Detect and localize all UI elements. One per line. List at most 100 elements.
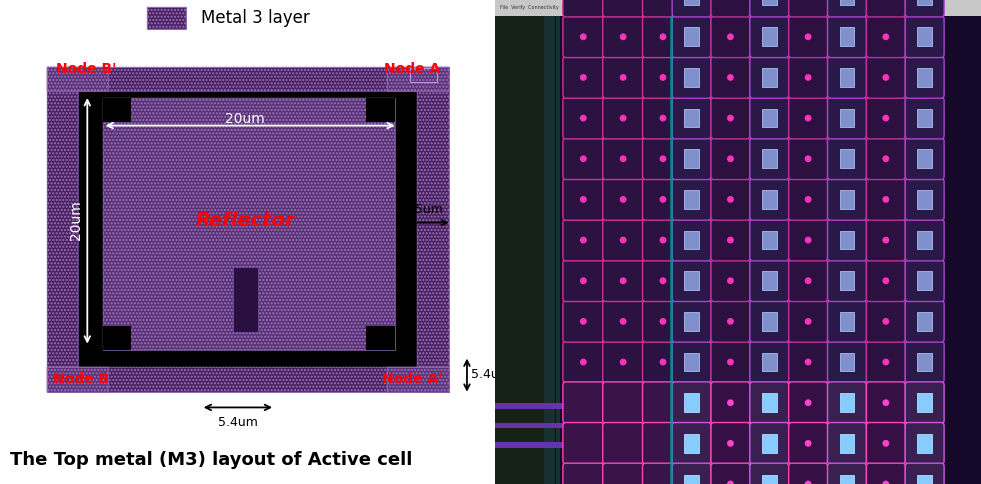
Bar <box>103 326 131 349</box>
FancyBboxPatch shape <box>749 301 789 342</box>
Bar <box>47 67 108 91</box>
Bar <box>47 367 449 392</box>
FancyBboxPatch shape <box>672 16 711 58</box>
Bar <box>103 98 394 349</box>
Circle shape <box>727 318 734 325</box>
Bar <box>387 367 449 392</box>
FancyBboxPatch shape <box>866 260 905 302</box>
Bar <box>768 16 771 484</box>
Bar <box>47 67 78 392</box>
FancyBboxPatch shape <box>866 341 905 383</box>
Bar <box>762 393 777 412</box>
FancyBboxPatch shape <box>672 97 711 139</box>
Bar <box>417 67 449 392</box>
FancyBboxPatch shape <box>789 179 828 220</box>
Bar <box>47 367 108 392</box>
Bar <box>685 68 698 87</box>
Text: The Top metal (M3) layout of Active cell: The Top metal (M3) layout of Active cell <box>10 451 412 469</box>
Bar <box>47 67 449 91</box>
Circle shape <box>804 115 811 121</box>
Circle shape <box>620 33 627 40</box>
Circle shape <box>659 74 666 81</box>
FancyBboxPatch shape <box>789 382 828 424</box>
FancyBboxPatch shape <box>711 423 749 464</box>
FancyBboxPatch shape <box>711 0 749 17</box>
Text: Node B': Node B' <box>56 62 116 76</box>
FancyBboxPatch shape <box>602 219 644 261</box>
Bar <box>840 190 854 209</box>
Circle shape <box>659 115 666 121</box>
FancyBboxPatch shape <box>602 463 644 484</box>
FancyBboxPatch shape <box>672 341 711 383</box>
Bar <box>495 16 544 484</box>
FancyBboxPatch shape <box>905 138 944 180</box>
FancyBboxPatch shape <box>711 341 749 383</box>
Bar <box>917 0 932 5</box>
FancyBboxPatch shape <box>672 179 711 220</box>
Bar <box>233 267 258 332</box>
FancyBboxPatch shape <box>789 138 828 180</box>
Bar <box>367 98 395 121</box>
Circle shape <box>883 440 889 447</box>
Circle shape <box>659 359 666 365</box>
Circle shape <box>804 74 811 81</box>
Circle shape <box>727 481 734 484</box>
Bar <box>670 16 673 484</box>
Bar <box>147 7 186 29</box>
Bar <box>917 190 932 209</box>
FancyBboxPatch shape <box>905 57 944 98</box>
Circle shape <box>883 74 889 81</box>
Circle shape <box>580 155 587 162</box>
FancyBboxPatch shape <box>789 301 828 342</box>
Bar <box>840 68 854 87</box>
FancyBboxPatch shape <box>602 138 644 180</box>
Circle shape <box>727 237 734 243</box>
FancyBboxPatch shape <box>602 16 644 58</box>
Bar <box>762 0 777 5</box>
FancyBboxPatch shape <box>905 463 944 484</box>
FancyBboxPatch shape <box>828 57 866 98</box>
FancyBboxPatch shape <box>672 463 711 484</box>
FancyBboxPatch shape <box>905 260 944 302</box>
FancyBboxPatch shape <box>672 382 711 424</box>
Circle shape <box>883 196 889 203</box>
Circle shape <box>620 115 627 121</box>
Circle shape <box>727 440 734 447</box>
Circle shape <box>620 277 627 284</box>
Circle shape <box>883 399 889 406</box>
Circle shape <box>727 196 734 203</box>
Circle shape <box>804 481 811 484</box>
FancyBboxPatch shape <box>672 301 711 342</box>
Circle shape <box>804 155 811 162</box>
Bar <box>762 231 777 249</box>
FancyBboxPatch shape <box>672 423 711 464</box>
Bar <box>762 312 777 331</box>
Bar <box>387 367 449 392</box>
Bar <box>495 442 563 448</box>
Circle shape <box>620 237 627 243</box>
Bar <box>917 150 932 168</box>
FancyBboxPatch shape <box>866 97 905 139</box>
FancyBboxPatch shape <box>749 16 789 58</box>
Circle shape <box>804 318 811 325</box>
FancyBboxPatch shape <box>905 16 944 58</box>
FancyBboxPatch shape <box>563 57 603 98</box>
Circle shape <box>580 359 587 365</box>
Circle shape <box>883 33 889 40</box>
FancyBboxPatch shape <box>866 16 905 58</box>
Bar <box>685 150 698 168</box>
FancyBboxPatch shape <box>711 260 749 302</box>
FancyBboxPatch shape <box>828 260 866 302</box>
Bar <box>685 272 698 290</box>
Bar <box>923 16 926 484</box>
FancyBboxPatch shape <box>643 219 684 261</box>
Bar <box>47 67 108 91</box>
FancyBboxPatch shape <box>905 219 944 261</box>
FancyBboxPatch shape <box>563 341 603 383</box>
FancyBboxPatch shape <box>563 301 603 342</box>
Circle shape <box>580 115 587 121</box>
FancyBboxPatch shape <box>749 423 789 464</box>
FancyBboxPatch shape <box>711 463 749 484</box>
FancyBboxPatch shape <box>672 138 711 180</box>
Bar <box>47 367 449 392</box>
